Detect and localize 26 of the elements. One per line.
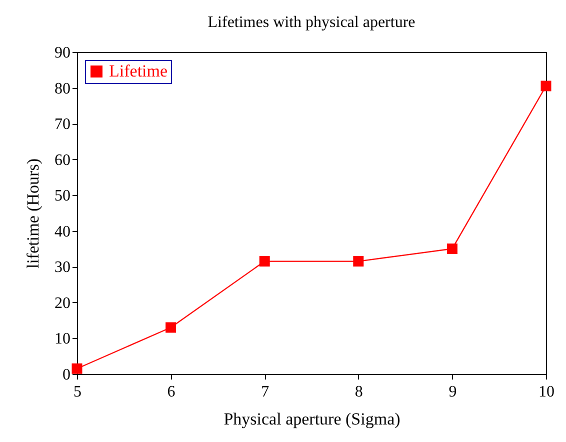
y-tick-label: 60 [54,152,70,169]
x-tick-label: 8 [354,384,363,400]
y-tick-label: 20 [54,294,70,312]
point [446,244,458,254]
x-tick-label: 10 [538,384,554,400]
point [540,80,552,92]
point [353,256,364,267]
point [166,322,176,333]
x-axis-title: Physical aperture (Sigma) [224,410,400,428]
y-axis-title: lifetime (Hours) [24,158,42,268]
y-tick-label: 50 [54,188,70,205]
y-tick-label: 30 [54,259,70,276]
legend-label: Lifetime [109,62,168,80]
y-tick-label: 80 [54,80,70,98]
x-tick-label: 7 [261,384,270,400]
y-tick-label: 10 [54,330,70,348]
point [72,363,82,374]
y-tick-label: 90 [54,44,70,62]
chart-title: Lifetimes with physical aperture [208,14,416,31]
y-tick-label: 40 [54,223,70,240]
point [259,256,270,267]
x-tick-label: 5 [74,384,82,400]
x-tick-label: 6 [167,384,176,400]
y-tick-label: 0 [62,366,70,384]
x-tick-label: 9 [448,384,457,400]
y-tick-label: 70 [54,116,70,134]
